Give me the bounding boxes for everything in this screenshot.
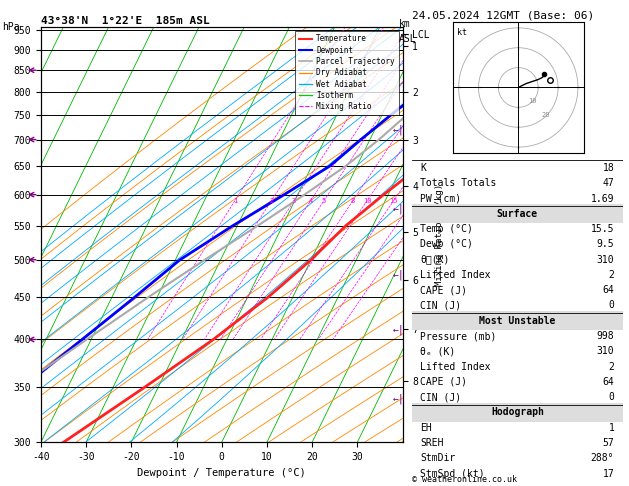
X-axis label: Dewpoint / Temperature (°C): Dewpoint / Temperature (°C) [137,468,306,478]
Text: Temp (°C): Temp (°C) [420,224,473,234]
Text: hPa: hPa [2,22,19,32]
Text: CIN (J): CIN (J) [420,392,462,402]
Text: 1: 1 [233,198,237,204]
Text: θᴇ(K): θᴇ(K) [420,255,450,265]
Text: 310: 310 [597,347,615,356]
Text: θₑ (K): θₑ (K) [420,347,455,356]
Text: 2: 2 [608,270,615,280]
Text: EH: EH [420,423,432,433]
Text: PW (cm): PW (cm) [420,193,462,204]
Text: Lifted Index: Lifted Index [420,270,491,280]
Y-axis label: Mixing Ratio (g/kg): Mixing Ratio (g/kg) [435,183,445,286]
Text: 288°: 288° [591,453,615,463]
Bar [412,311,623,330]
Legend: Temperature, Dewpoint, Parcel Trajectory, Dry Adiabat, Wet Adiabat, Isotherm, Mi: Temperature, Dewpoint, Parcel Trajectory… [295,31,399,115]
Text: Dewp (°C): Dewp (°C) [420,240,473,249]
Text: 5: 5 [322,198,326,204]
Text: 17: 17 [603,469,615,479]
Text: CIN (J): CIN (J) [420,300,462,311]
Text: © weatheronline.co.uk: © weatheronline.co.uk [412,474,517,484]
Text: StmDir: StmDir [420,453,455,463]
Text: StmSpd (kt): StmSpd (kt) [420,469,485,479]
Text: 998: 998 [597,331,615,341]
Text: km: km [399,19,411,30]
Text: ←|: ←| [393,124,405,135]
Text: ←|: ←| [393,269,405,279]
Text: 20: 20 [542,112,550,118]
Text: 64: 64 [603,377,615,387]
Text: Most Unstable: Most Unstable [479,316,555,326]
Bar [412,204,623,224]
Text: CAPE (J): CAPE (J) [420,285,467,295]
Text: 4: 4 [309,198,313,204]
Text: 2: 2 [608,362,615,372]
Text: 1.69: 1.69 [591,193,615,204]
Text: kt: kt [457,28,467,37]
Text: 10: 10 [363,198,371,204]
Text: 0: 0 [608,300,615,311]
Text: 47: 47 [603,178,615,188]
Text: 10: 10 [528,98,537,104]
Text: Totals Totals: Totals Totals [420,178,497,188]
Text: 310: 310 [597,255,615,265]
Text: 57: 57 [603,438,615,448]
Text: 64: 64 [603,285,615,295]
Text: 15: 15 [389,198,398,204]
Text: 18: 18 [603,163,615,173]
Text: K: K [420,163,426,173]
Text: ←|: ←| [393,204,405,214]
Text: 2: 2 [269,198,274,204]
Text: 1: 1 [608,423,615,433]
Text: Lifted Index: Lifted Index [420,362,491,372]
Text: ←|: ←| [393,394,405,404]
Text: 0: 0 [608,392,615,402]
Text: 9.5: 9.5 [597,240,615,249]
Text: ←|: ←| [393,324,405,335]
Text: Hodograph: Hodograph [491,407,544,417]
Text: 15.5: 15.5 [591,224,615,234]
Text: 3: 3 [292,198,296,204]
Text: 8: 8 [351,198,355,204]
Text: 43°38'N  1°22'E  185m ASL: 43°38'N 1°22'E 185m ASL [41,16,209,26]
Text: Surface: Surface [497,209,538,219]
Text: CAPE (J): CAPE (J) [420,377,467,387]
Text: 24.05.2024 12GMT (Base: 06): 24.05.2024 12GMT (Base: 06) [412,11,594,21]
Text: SREH: SREH [420,438,444,448]
Text: ASL: ASL [399,34,416,44]
Text: Pressure (mb): Pressure (mb) [420,331,497,341]
Bar [412,403,623,422]
